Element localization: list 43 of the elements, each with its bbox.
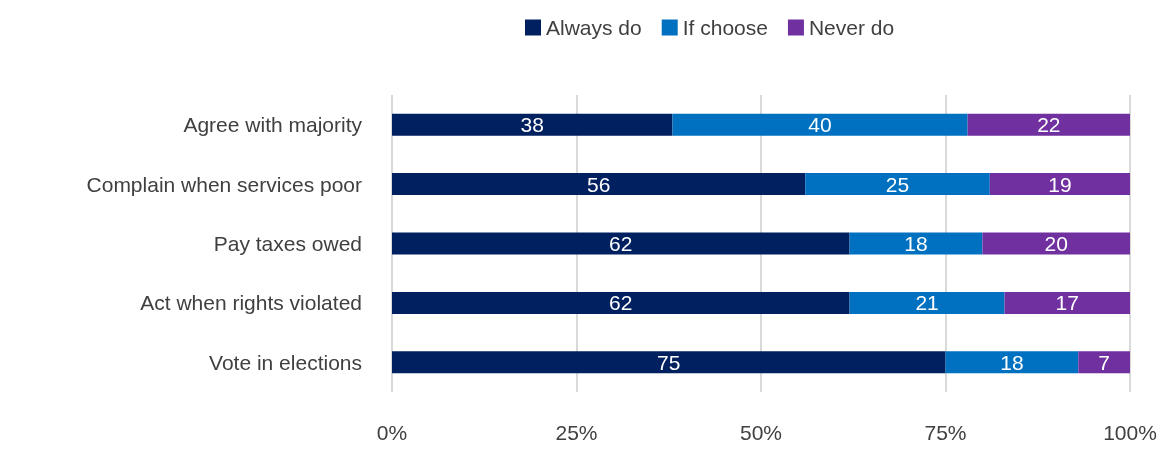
bar bbox=[1078, 351, 1130, 374]
y-tick-label: Complain when services poor bbox=[86, 172, 362, 196]
x-tick-label: 0% bbox=[376, 421, 408, 444]
x-tick-label: 100% bbox=[1103, 421, 1157, 444]
bar bbox=[392, 113, 673, 136]
x-tick-label: 25% bbox=[555, 421, 598, 444]
legend-label: Never do bbox=[808, 16, 895, 39]
bar bbox=[392, 351, 946, 374]
bar bbox=[1004, 291, 1130, 314]
bar bbox=[392, 173, 806, 196]
bar bbox=[945, 351, 1079, 374]
data-label: 56 bbox=[586, 172, 611, 196]
data-label: 75 bbox=[657, 350, 681, 374]
x-tick-label: 75% bbox=[924, 421, 967, 444]
y-tick-label: Pay taxes owed bbox=[213, 232, 362, 255]
data-label: 40 bbox=[808, 113, 832, 137]
data-label: 38 bbox=[520, 113, 544, 137]
data-label: 21 bbox=[915, 291, 939, 315]
bar bbox=[849, 232, 983, 255]
data-label: 25 bbox=[885, 172, 910, 196]
data-label: 7 bbox=[1098, 350, 1111, 374]
y-tick-label: Vote in elections bbox=[209, 350, 362, 374]
y-tick-label: Agree with majority bbox=[183, 113, 363, 137]
bar bbox=[849, 291, 1005, 314]
legend-label: Always do bbox=[546, 16, 642, 39]
x-tick-label: 50% bbox=[739, 421, 783, 444]
bar bbox=[982, 232, 1130, 255]
data-label: 20 bbox=[1044, 232, 1068, 255]
bar bbox=[672, 113, 968, 136]
data-label: 17 bbox=[1055, 291, 1079, 315]
data-label: 62 bbox=[609, 232, 633, 255]
bar bbox=[805, 173, 990, 196]
data-label: 18 bbox=[904, 232, 928, 255]
data-label: 62 bbox=[609, 291, 633, 315]
bar bbox=[392, 232, 850, 255]
bar bbox=[392, 291, 850, 314]
data-label: 18 bbox=[1000, 350, 1024, 374]
data-label: 22 bbox=[1037, 113, 1061, 137]
bar bbox=[967, 113, 1130, 136]
legend-label: If choose bbox=[682, 16, 768, 39]
y-tick-label: Act when rights violated bbox=[140, 291, 362, 315]
data-label: 19 bbox=[1048, 172, 1072, 196]
bar bbox=[989, 173, 1130, 196]
